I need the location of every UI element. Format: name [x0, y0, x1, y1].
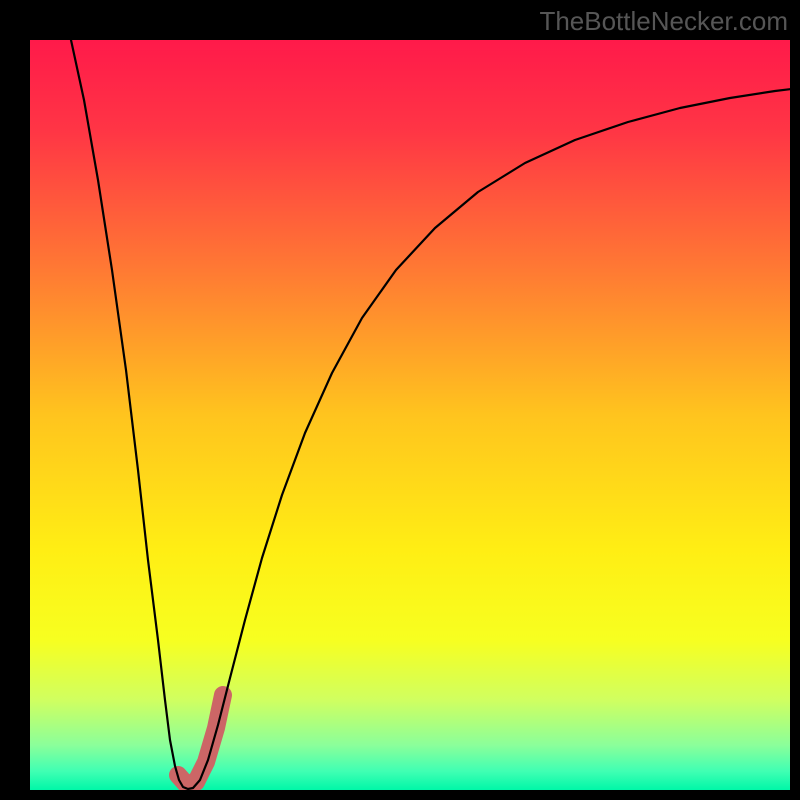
watermark-text: TheBottleNecker.com [539, 6, 788, 37]
chart-frame: TheBottleNecker.com [0, 0, 800, 800]
bottleneck-chart [0, 0, 800, 800]
gradient-background [30, 40, 790, 790]
